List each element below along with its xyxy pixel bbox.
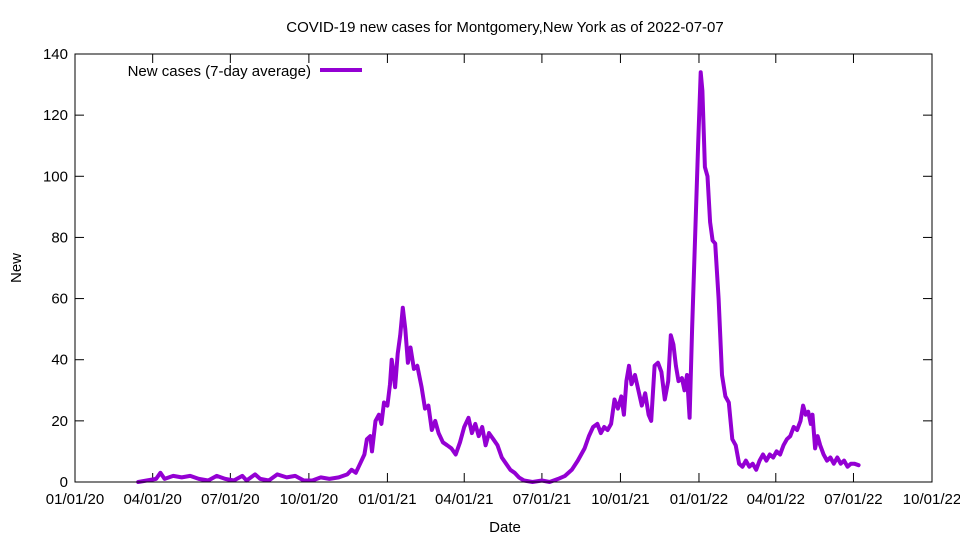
- y-tick-label: 100: [43, 168, 68, 185]
- x-tick-label: 01/01/21: [358, 491, 416, 508]
- legend-label: New cases (7-day average): [128, 63, 311, 80]
- y-tick-label: 140: [43, 46, 68, 63]
- y-tick-label: 20: [51, 413, 68, 430]
- x-tick-label: 07/01/22: [824, 491, 882, 508]
- legend: New cases (7-day average): [128, 63, 362, 80]
- x-tick-label: 04/01/20: [123, 491, 181, 508]
- y-tick-label: 120: [43, 107, 68, 124]
- plot-frame: [74, 53, 933, 483]
- y-tick-label: 40: [51, 352, 68, 369]
- x-tick-label: 04/01/21: [435, 491, 493, 508]
- x-tick-label: 01/01/20: [46, 491, 104, 508]
- y-tick-label: 60: [51, 291, 68, 308]
- x-tick-label: 10/01/21: [591, 491, 649, 508]
- series-layer: [136, 70, 861, 484]
- series-line: [136, 70, 861, 484]
- axis-ticks: 01/01/20 04/01/20 07/01/20 10/01/20 01/01/21…: [43, 46, 960, 508]
- x-axis-label: Date: [489, 519, 521, 536]
- x-tick-label: 10/01/22: [903, 491, 960, 508]
- y-tick-label: 0: [60, 474, 68, 491]
- x-tick-label: 07/01/21: [513, 491, 571, 508]
- x-tick-label: 10/01/20: [280, 491, 338, 508]
- x-tick-label: 04/01/22: [747, 491, 805, 508]
- x-tick-label: 01/01/22: [670, 491, 728, 508]
- x-tick-label: 07/01/20: [201, 491, 259, 508]
- y-axis-label: New: [8, 253, 25, 283]
- chart-title: COVID-19 new cases for Montgomery,New Yo…: [286, 19, 723, 36]
- y-tick-label: 80: [51, 229, 68, 246]
